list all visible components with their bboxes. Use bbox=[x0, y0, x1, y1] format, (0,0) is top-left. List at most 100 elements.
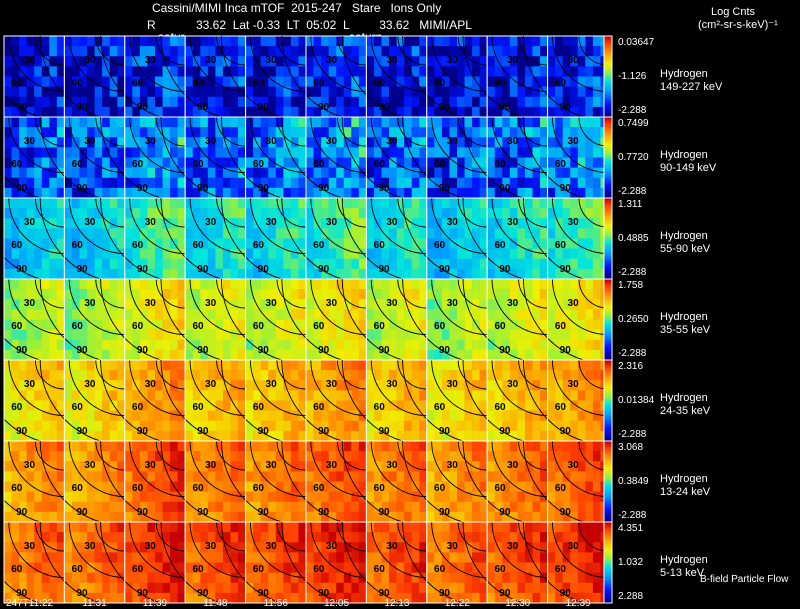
heatmap-cell bbox=[139, 430, 148, 442]
heatmap-cell bbox=[192, 147, 201, 158]
heatmap-cell bbox=[306, 157, 314, 168]
heatmap-cell bbox=[185, 187, 194, 199]
heatmap-cell bbox=[87, 228, 95, 239]
heatmap-cell bbox=[56, 279, 65, 290]
heatmap-cell bbox=[245, 228, 254, 239]
heatmap-cell bbox=[509, 309, 518, 320]
heatmap-cell bbox=[555, 380, 563, 391]
heatmap-cell bbox=[532, 390, 541, 401]
heatmap-cell bbox=[124, 46, 133, 57]
heatmap-cell bbox=[509, 420, 518, 432]
heatmap-cell bbox=[71, 127, 80, 138]
heatmap-cell bbox=[434, 309, 443, 320]
heatmap-cell bbox=[94, 511, 103, 523]
contour-arc bbox=[491, 197, 548, 255]
heatmap-cell bbox=[41, 461, 50, 472]
heatmap-cell bbox=[306, 36, 314, 47]
heatmap-cell bbox=[268, 289, 277, 300]
heatmap-cell bbox=[268, 562, 277, 573]
heatmap-cell bbox=[494, 76, 503, 87]
heatmap-cell bbox=[132, 248, 141, 260]
heatmap-cell bbox=[328, 370, 337, 381]
heatmap-cell bbox=[313, 248, 322, 260]
heatmap-cell bbox=[222, 208, 231, 219]
heatmap-cell bbox=[532, 339, 541, 351]
heatmap-cell bbox=[117, 592, 126, 604]
heatmap-cell bbox=[56, 582, 65, 594]
heatmap-cell bbox=[162, 451, 171, 462]
heatmap-cell bbox=[26, 279, 35, 290]
heatmap-cell bbox=[238, 187, 246, 199]
heatmap-cell bbox=[404, 66, 412, 77]
heatmap-cell bbox=[577, 66, 586, 77]
heatmap-cell bbox=[343, 420, 352, 432]
heatmap-cell bbox=[283, 167, 292, 179]
heatmap-cell bbox=[585, 329, 594, 341]
heatmap-cell bbox=[509, 86, 518, 98]
heatmap-cell bbox=[570, 258, 579, 270]
heatmap-cell bbox=[411, 390, 420, 401]
heatmap-cell bbox=[343, 258, 352, 270]
heatmap-cell bbox=[215, 127, 224, 138]
heatmap-cell bbox=[253, 400, 261, 411]
colorbar-swatch bbox=[604, 202, 612, 205]
heatmap-cell bbox=[426, 511, 435, 523]
heatmap-cell bbox=[343, 238, 352, 249]
heatmap-cell bbox=[155, 228, 163, 239]
heatmap-cell bbox=[207, 329, 216, 341]
heatmap-cell bbox=[109, 360, 118, 371]
heatmap-cell bbox=[94, 208, 103, 219]
heatmap-cell bbox=[479, 360, 488, 371]
heatmap-cell bbox=[336, 248, 345, 260]
heatmap-cell bbox=[547, 106, 556, 118]
heatmap-cell bbox=[260, 481, 269, 492]
heatmap-cell bbox=[162, 420, 171, 432]
heatmap-cell bbox=[328, 137, 337, 148]
heatmap-cell bbox=[366, 471, 375, 482]
heatmap-cell bbox=[260, 532, 269, 543]
heatmap-cell bbox=[404, 481, 412, 492]
heatmap-cell bbox=[411, 299, 420, 310]
heatmap-cell bbox=[19, 572, 27, 584]
heatmap-cell bbox=[562, 198, 571, 209]
heatmap-cell bbox=[34, 228, 43, 239]
heatmap-cell bbox=[49, 46, 58, 57]
heatmap-cell bbox=[34, 157, 43, 168]
colorbar-swatch bbox=[604, 345, 612, 349]
heatmap-cell bbox=[102, 441, 110, 452]
colorbar-swatch bbox=[604, 305, 612, 308]
heatmap-cell bbox=[290, 430, 299, 442]
heatmap-cell bbox=[71, 258, 80, 270]
heatmap-cell bbox=[411, 289, 420, 300]
colorbar-swatch bbox=[604, 347, 612, 351]
heatmap-cell bbox=[94, 491, 103, 503]
heatmap-cell bbox=[570, 117, 579, 128]
heatmap-cell bbox=[540, 106, 548, 118]
heatmap-cell bbox=[313, 441, 322, 452]
heatmap-cell bbox=[472, 309, 480, 320]
heatmap-cell bbox=[230, 268, 239, 280]
heatmap-cell bbox=[517, 420, 526, 432]
heatmap-cell bbox=[102, 279, 110, 290]
heatmap-cell bbox=[71, 562, 80, 573]
heatmap-cell bbox=[479, 299, 488, 310]
heatmap-cell bbox=[585, 430, 594, 442]
heatmap-cell bbox=[155, 157, 163, 168]
heatmap-cell bbox=[56, 309, 65, 320]
heatmap-cell bbox=[532, 66, 541, 77]
heatmap-cell bbox=[124, 370, 133, 381]
heatmap-cell bbox=[540, 46, 548, 57]
heatmap-cell bbox=[540, 56, 548, 67]
heatmap-cell bbox=[162, 36, 171, 47]
heatmap-cell bbox=[585, 299, 594, 310]
heatmap-cell bbox=[411, 106, 420, 118]
heatmap-cell bbox=[434, 451, 443, 462]
heatmap-cell bbox=[396, 501, 405, 513]
heatmap-cell bbox=[487, 522, 496, 533]
contour-arc bbox=[34, 440, 65, 471]
heatmap-cell bbox=[260, 542, 269, 553]
heatmap-cell bbox=[570, 66, 579, 77]
heatmap-cell bbox=[547, 299, 556, 310]
heatmap-cell bbox=[260, 137, 269, 148]
heatmap-cell bbox=[139, 552, 148, 563]
